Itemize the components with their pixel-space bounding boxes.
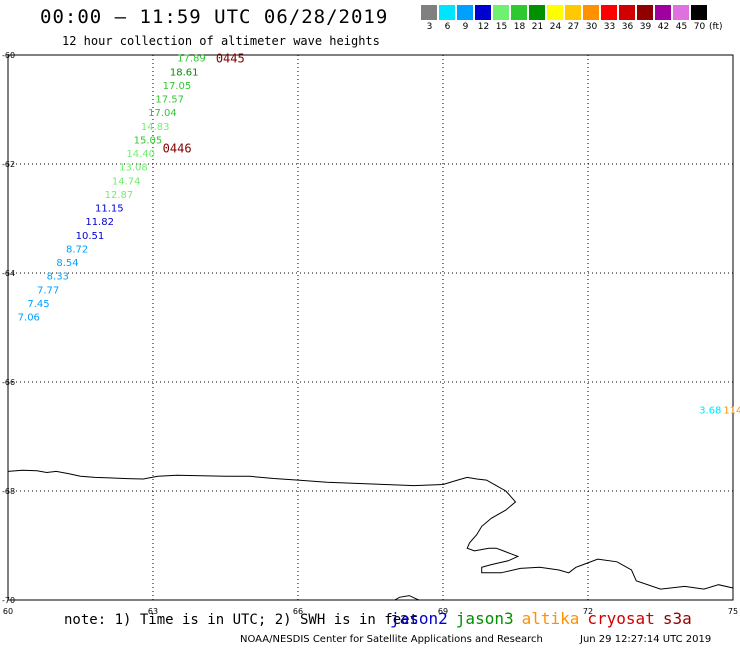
wave-height-label: 8.72 (66, 244, 88, 255)
lon-tick-label-75: 75 (728, 607, 738, 616)
legend-swatch-24 (547, 5, 564, 20)
satellite-cryosat: cryosat (587, 609, 655, 628)
legend-label-39: 39 (639, 22, 652, 32)
wave-height-label: 7.77 (37, 285, 59, 296)
lon-tick-label-66: 66 (293, 607, 303, 616)
legend-swatch-21 (529, 5, 546, 20)
legend-label-27: 27 (567, 22, 580, 32)
legend-label-12: 12 (477, 22, 490, 32)
legend-label-18: 18 (513, 22, 526, 32)
wave-height-label: 17.04 (148, 108, 177, 119)
wave-height-label: 8.33 (47, 272, 69, 283)
legend-label-45: 45 (675, 22, 688, 32)
legend-swatch-45 (673, 5, 690, 20)
wave-height-label: 3.68 (699, 405, 721, 416)
track-time-label: 0446 (163, 142, 192, 156)
legend-label-36: 36 (621, 22, 634, 32)
wave-height-label: 18.61 (170, 67, 199, 78)
wave-height-label: 11.15 (95, 204, 124, 215)
lat-tick-label--62: -62 (2, 160, 15, 169)
legend-label-30: 30 (585, 22, 598, 32)
wave-height-label: 12.87 (105, 190, 134, 201)
legend-swatch-9 (457, 5, 474, 20)
satellite-jason2: jason2 (390, 609, 448, 628)
legend-swatch-30 (583, 5, 600, 20)
track-time-label: 0445 (216, 52, 245, 66)
page-title: 00:00 – 11:59 UTC 06/28/2019 (40, 6, 389, 28)
color-legend: 3 6 9 12 15 18 21 24 27 30 33 36 39 42 45 70 (ft) (421, 5, 731, 35)
lon-tick-label-69: 69 (438, 607, 448, 616)
satellite-s3a: s3a (662, 609, 692, 628)
wave-height-label: 15.05 (134, 135, 163, 146)
wave-height-label: 17.05 (163, 81, 192, 92)
coastline-inlet (394, 595, 420, 601)
wave-height-label: 17.89 (177, 54, 206, 65)
wave-height-label: 10.51 (76, 231, 105, 242)
legend-swatch-18 (511, 5, 528, 20)
wave-height-label: 14.74 (112, 176, 141, 187)
legend-label-3: 3 (426, 22, 433, 32)
wave-height-label: 14.40 (126, 149, 155, 160)
legend-swatch-15 (493, 5, 510, 20)
lat-tick-label--68: -68 (2, 487, 15, 496)
legend-label-33: 33 (603, 22, 616, 32)
lon-tick-label-60: 60 (3, 607, 13, 616)
wave-height-label: 13.08 (119, 163, 148, 174)
footer-note: note: 1) Time is in UTC; 2) SWH is in fe… (64, 612, 419, 628)
legend-swatch-33 (601, 5, 618, 20)
wave-height-label: 7.45 (27, 299, 49, 310)
wave-height-label: 7.06 (18, 313, 40, 324)
legend-label-42: 42 (657, 22, 670, 32)
lat-tick-label--64: -64 (2, 269, 15, 278)
legend-swatch-6 (439, 5, 456, 20)
legend-swatch-36 (619, 5, 636, 20)
credit-text: NOAA/NESDIS Center for Satellite Applica… (240, 634, 543, 645)
generated-timestamp: Jun 29 12:27:14 UTC 2019 (580, 634, 712, 645)
wave-height-label: 114 (723, 405, 740, 416)
legend-label-24: 24 (549, 22, 562, 32)
lat-tick-label--66: -66 (2, 378, 15, 387)
coastline (7, 469, 734, 590)
legend-swatch-27 (565, 5, 582, 20)
satellite-altika: altika (521, 609, 580, 628)
lat-tick-label--70: -70 (2, 596, 15, 605)
map-frame (7, 54, 734, 601)
legend-label-15: 15 (495, 22, 508, 32)
legend-swatch-39 (637, 5, 654, 20)
satellite-list: jason2 jason3 altika cryosat s3a (390, 609, 700, 628)
legend-swatch-70 (691, 5, 708, 20)
wave-height-label: 17.57 (155, 95, 184, 106)
lon-tick-label-72: 72 (583, 607, 593, 616)
legend-label-70: 70 (693, 22, 706, 32)
lon-tick-label-63: 63 (148, 607, 158, 616)
legend-swatch-12 (475, 5, 492, 20)
legend-unit: (ft) (709, 22, 723, 32)
wave-height-label: 8.54 (56, 258, 78, 269)
wave-height-label: 14.83 (141, 122, 170, 133)
legend-label-21: 21 (531, 22, 544, 32)
page-subtitle: 12 hour collection of altimeter wave hei… (62, 34, 380, 48)
legend-label-9: 9 (462, 22, 469, 32)
legend-swatch-3 (421, 5, 438, 20)
legend-swatch-42 (655, 5, 672, 20)
legend-label-6: 6 (444, 22, 451, 32)
satellite-jason3: jason3 (455, 609, 514, 628)
wave-height-label: 11.82 (85, 217, 114, 228)
lat-tick-label--60: -60 (2, 51, 15, 60)
